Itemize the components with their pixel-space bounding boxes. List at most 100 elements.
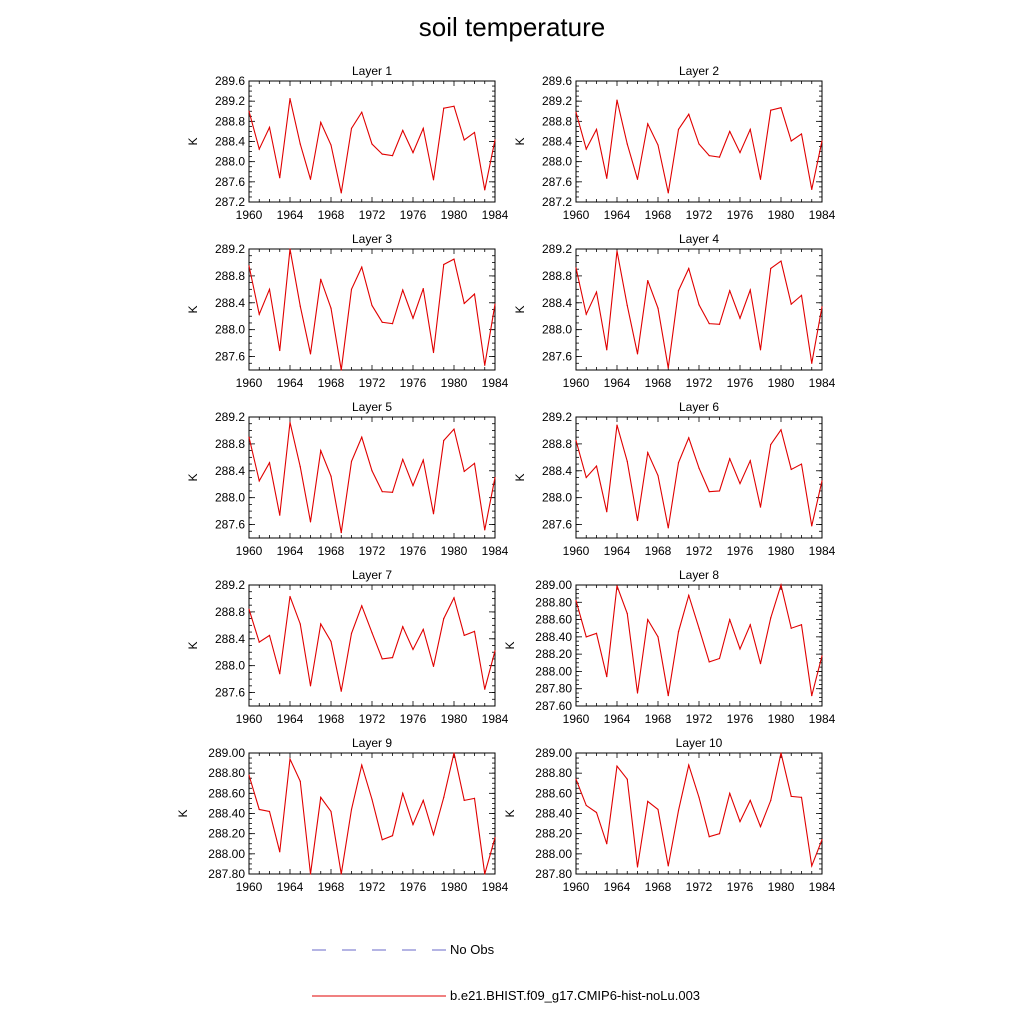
data-point <box>432 179 435 181</box>
data-point <box>636 519 639 522</box>
data-point <box>412 648 414 651</box>
x-tick-label: 1960 <box>236 880 263 894</box>
y-axis-label: K <box>503 641 517 649</box>
data-point <box>575 439 577 442</box>
data-point <box>473 630 476 632</box>
data-point <box>432 834 435 836</box>
data-point <box>616 250 618 252</box>
data-point <box>667 865 669 867</box>
data-point <box>320 278 322 280</box>
data-point <box>463 139 465 141</box>
y-tick-label: 287.6 <box>215 518 245 532</box>
x-tick-label: 1972 <box>686 208 713 222</box>
data-point <box>443 439 445 442</box>
data-point <box>780 260 782 262</box>
data-point <box>698 143 700 145</box>
y-axis-label: K <box>186 641 200 649</box>
y-tick-label: 288.20 <box>208 827 245 841</box>
layer-panel-6: Layer 6 1960 1964 1968 1972 1976 1980 1984 287.6… <box>513 400 836 558</box>
x-tick-label: 1968 <box>318 208 345 222</box>
data-point <box>309 353 312 355</box>
series-line <box>248 596 496 692</box>
data-point <box>800 294 803 296</box>
series-line <box>248 98 496 194</box>
y-tick-label: 288.8 <box>215 605 245 619</box>
data-point <box>268 810 271 813</box>
data-point <box>330 810 332 813</box>
plot-frame <box>248 416 496 539</box>
panel-title: Layer 7 <box>352 568 392 582</box>
x-tick-label: 1964 <box>604 712 631 726</box>
x-tick-label: 1980 <box>441 712 468 726</box>
x-tick-label: 1960 <box>563 544 590 558</box>
data-point <box>248 774 250 776</box>
data-point <box>821 480 823 482</box>
x-tick-label: 1960 <box>236 208 263 222</box>
data-point <box>657 474 659 477</box>
panel-title: Layer 1 <box>352 64 392 78</box>
data-point <box>595 128 598 130</box>
data-point <box>320 796 322 798</box>
data-point <box>636 178 639 180</box>
data-point <box>647 123 649 125</box>
y-tick-label: 288.40 <box>535 630 572 644</box>
data-point <box>657 808 659 811</box>
data-point <box>718 490 721 492</box>
data-point <box>770 267 772 270</box>
data-point <box>780 584 782 586</box>
x-tick-label: 1972 <box>359 712 386 726</box>
data-point <box>381 153 383 155</box>
data-point <box>729 792 731 794</box>
x-tick-label: 1980 <box>768 208 795 222</box>
data-point <box>688 267 690 270</box>
x-tick-label: 1984 <box>809 544 836 558</box>
x-tick-label: 1960 <box>563 880 590 894</box>
x-tick-label: 1964 <box>277 544 304 558</box>
data-point <box>350 288 353 290</box>
data-point <box>811 362 813 364</box>
data-point <box>484 364 486 366</box>
data-point <box>391 491 394 493</box>
data-point <box>268 288 271 290</box>
data-point <box>708 491 710 493</box>
y-tick-label: 288.4 <box>215 135 245 149</box>
y-tick-label: 288.40 <box>535 807 572 821</box>
page-title: soil temperature <box>418 12 606 42</box>
data-point <box>340 192 342 194</box>
data-point <box>575 267 577 269</box>
data-point <box>320 450 322 452</box>
data-point <box>258 148 260 150</box>
data-point <box>790 140 792 142</box>
data-point <box>391 657 394 659</box>
y-tick-label: 288.80 <box>208 766 245 780</box>
y-tick-label: 288.0 <box>542 155 572 169</box>
data-point <box>473 797 476 799</box>
y-axis-label: K <box>513 473 527 481</box>
data-point <box>739 151 741 154</box>
x-tick-label: 1976 <box>727 712 754 726</box>
y-axis-label: K <box>503 809 517 817</box>
x-tick-label: 1960 <box>563 712 590 726</box>
data-point <box>626 612 628 615</box>
x-tick-label: 1972 <box>686 544 713 558</box>
data-point <box>279 673 281 675</box>
data-point <box>575 111 577 113</box>
y-tick-label: 289.2 <box>215 410 245 424</box>
data-point <box>575 599 577 602</box>
data-point <box>412 317 414 319</box>
legend-label-model: b.e21.BHIST.f09_g17.CMIP6-hist-noLu.003 <box>450 988 701 1003</box>
data-point <box>759 826 762 828</box>
x-tick-label: 1964 <box>604 880 631 894</box>
data-point <box>708 836 710 838</box>
series-line <box>575 752 823 869</box>
x-tick-label: 1972 <box>359 376 386 390</box>
x-tick-label: 1972 <box>686 880 713 894</box>
data-point <box>585 313 587 315</box>
x-tick-label: 1976 <box>400 880 427 894</box>
y-tick-label: 288.8 <box>215 437 245 451</box>
data-point <box>258 808 260 811</box>
layer-panel-1: Layer 1 1960 1964 1968 1972 1976 1980 1984 287.2… <box>186 64 509 222</box>
y-tick-label: 288.0 <box>542 323 572 337</box>
data-point <box>361 605 363 607</box>
